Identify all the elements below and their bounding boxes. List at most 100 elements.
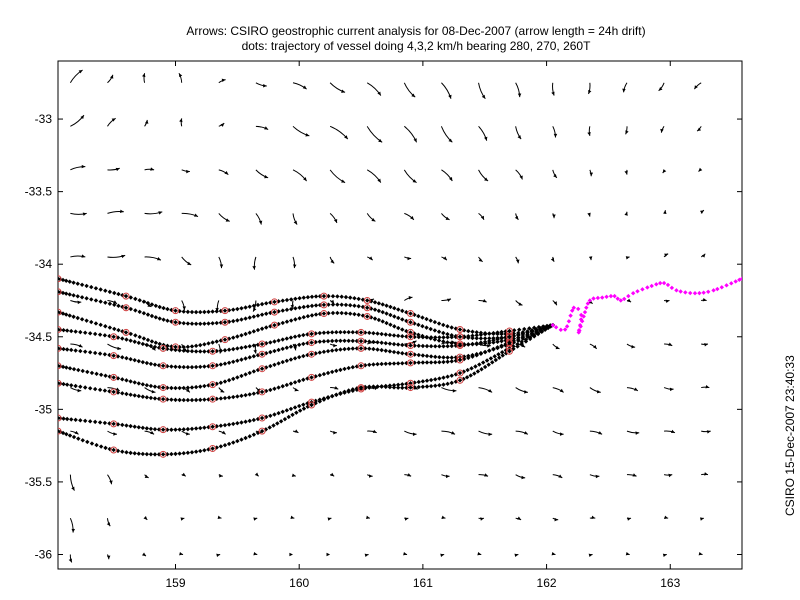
trajectory-point [441, 375, 446, 380]
trajectory-point [449, 343, 454, 349]
trajectory-point [67, 433, 73, 438]
trajectory-series [58, 322, 555, 403]
trajectory-point [365, 305, 370, 310]
trajectory-point [193, 343, 199, 349]
trajectory-point [317, 399, 323, 404]
trajectory-point [445, 324, 450, 329]
trajectory-point [222, 395, 228, 401]
trajectory-point [93, 298, 99, 303]
current-arrow [663, 473, 673, 478]
vessel-track-point [626, 293, 631, 299]
trajectory-point [276, 361, 281, 366]
trajectory-point [408, 311, 413, 316]
trajectory-point [173, 427, 178, 432]
trajectory-point [284, 297, 290, 303]
trajectory-point [169, 385, 174, 391]
trajectory-point [107, 389, 112, 394]
trajectory-point [239, 317, 244, 322]
current-arrow [441, 169, 453, 182]
trajectory-series [58, 275, 555, 338]
vessel-track-point [571, 305, 576, 310]
trajectory-point [338, 329, 343, 335]
trajectory-point [348, 295, 353, 300]
trajectory-point [383, 348, 388, 353]
vessel-track-point [733, 279, 738, 284]
current-arrow [551, 551, 556, 556]
day-marker [172, 307, 180, 315]
trajectory-point [198, 364, 203, 370]
current-arrow [181, 300, 187, 311]
current-arrow [625, 256, 630, 260]
trajectory-point [58, 309, 61, 315]
trajectory-point [479, 367, 484, 372]
trajectory-point [416, 379, 421, 385]
trajectory-point [335, 294, 340, 299]
trajectory-point [507, 349, 512, 354]
trajectory-point [280, 346, 285, 352]
day-marker [110, 373, 118, 381]
trajectory-point [487, 338, 492, 344]
current-arrow [515, 387, 528, 394]
trajectory-point [185, 426, 191, 432]
trajectory-point [416, 322, 421, 328]
current-arrow [254, 472, 259, 477]
current-arrow [441, 515, 446, 520]
current-arrow [622, 82, 628, 93]
current-arrow [441, 430, 456, 435]
trajectory-point [206, 341, 211, 346]
trajectory-point [338, 390, 343, 396]
trajectory-point [297, 408, 303, 413]
vessel-track-point [553, 325, 559, 330]
current-arrow [107, 117, 116, 127]
current-arrow [218, 256, 224, 269]
trajectory-point [259, 428, 265, 434]
trajectory-point [153, 315, 159, 320]
trajectory-point [160, 385, 166, 390]
current-arrow [106, 518, 111, 527]
trajectory-point [235, 318, 240, 323]
current-arrow [698, 551, 703, 556]
trajectory-point [87, 331, 93, 336]
current-arrow [329, 82, 346, 93]
current-arrow [68, 554, 73, 563]
trajectory-point [284, 319, 290, 324]
trajectory-point [226, 441, 232, 447]
trajectory-point [133, 333, 138, 338]
trajectory-point [128, 423, 133, 429]
trajectory-point [210, 446, 215, 451]
trajectory-point [367, 346, 372, 351]
trajectory-point [473, 364, 478, 369]
trajectory-point [445, 331, 450, 337]
trajectory-point [395, 333, 401, 339]
trajectory-point [424, 353, 430, 359]
current-arrow [329, 430, 337, 435]
trajectory-point [80, 368, 85, 374]
current-arrow [70, 343, 83, 348]
trajectory-point [231, 346, 236, 352]
trajectory-point [89, 284, 94, 290]
trajectory-point [309, 294, 315, 300]
current-arrow [404, 430, 417, 436]
trajectory-point [350, 346, 355, 351]
trajectory-point [133, 296, 138, 302]
day-marker [258, 414, 266, 422]
trajectory-point [301, 377, 306, 382]
trajectory-point [420, 343, 426, 349]
trajectory-point [326, 302, 331, 307]
day-marker [357, 362, 365, 370]
current-arrow [515, 126, 522, 140]
trajectory-point [371, 330, 376, 336]
trajectory-point [193, 449, 199, 454]
trajectory-point [284, 345, 290, 350]
current-arrow [662, 553, 667, 558]
current-arrow [144, 474, 149, 479]
trajectory-point [92, 350, 98, 356]
trajectory-point [107, 352, 112, 358]
day-marker [258, 388, 266, 396]
day-marker [407, 333, 415, 341]
day-marker [58, 326, 62, 334]
trajectory-point [145, 337, 151, 343]
trajectory-point [268, 413, 273, 418]
trajectory-point [255, 302, 261, 308]
current-arrow [663, 253, 669, 258]
